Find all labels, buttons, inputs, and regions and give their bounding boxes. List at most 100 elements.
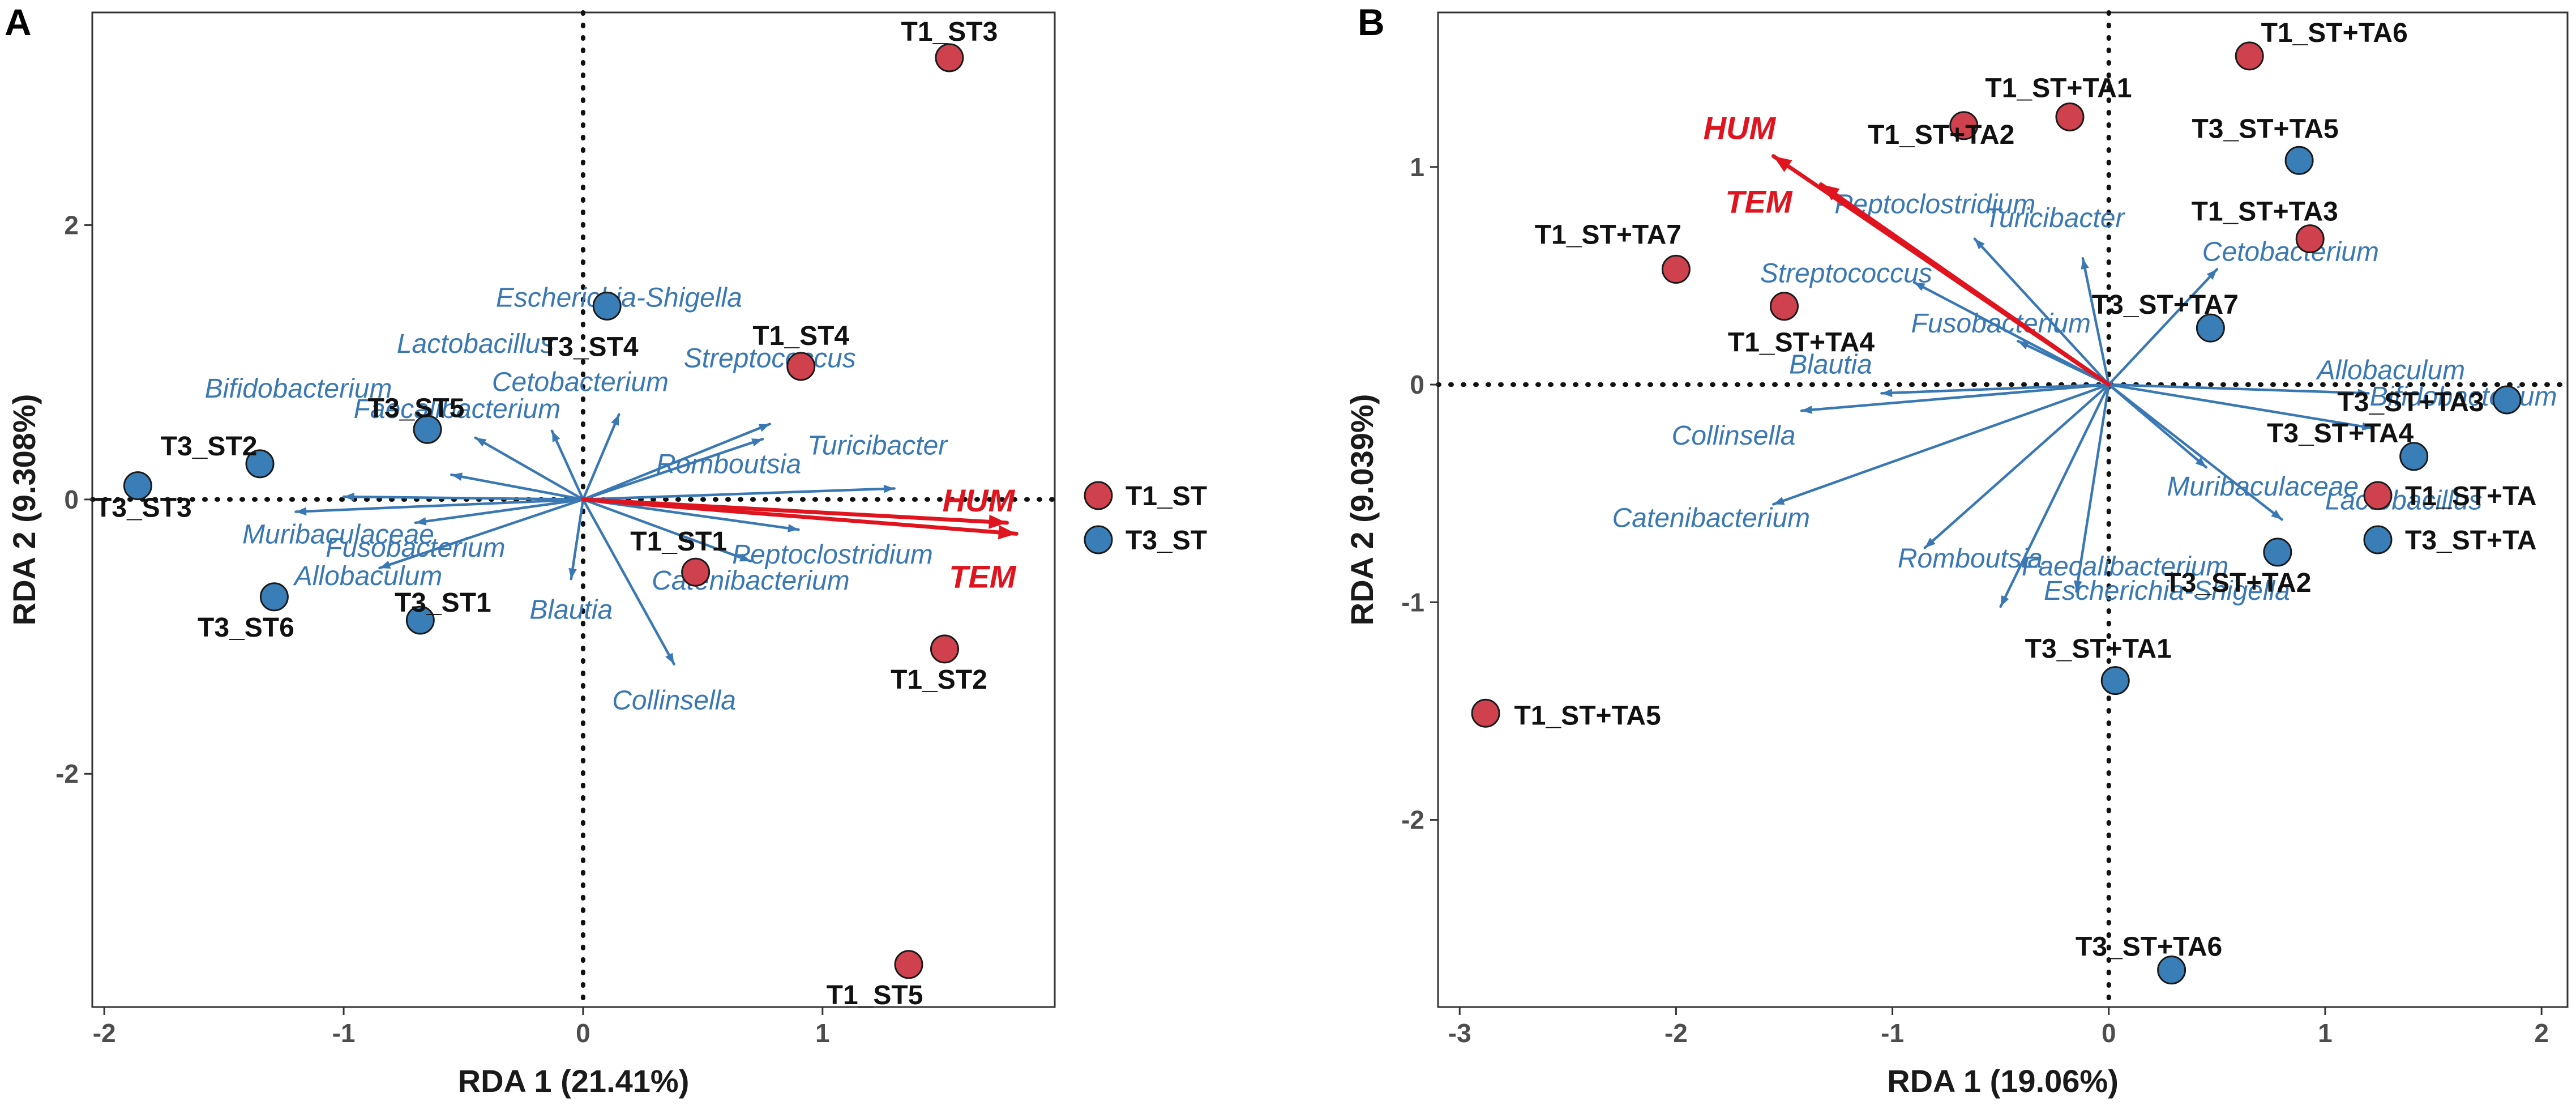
- sample-label: T1_ST+TA5: [1514, 701, 1661, 731]
- taxa-arrow: [1772, 383, 2111, 506]
- sample-label: T3_ST+TA3: [2337, 387, 2484, 417]
- taxa-arrow: [1912, 281, 2111, 386]
- taxa-label: Romboutsia: [656, 449, 801, 479]
- env-arrow-head: [1773, 156, 1792, 172]
- legend-label: T3_ST+TA: [2405, 526, 2537, 556]
- x-tick-label: -1: [1881, 1018, 1904, 1048]
- taxa-arrow: [2107, 383, 2283, 521]
- sample-point: [2235, 41, 2264, 71]
- y-tick-label: -2: [55, 759, 79, 788]
- taxa-arrow-head: [788, 524, 799, 532]
- taxa-label: Catenibacterium: [1612, 503, 1811, 533]
- sample-point: [1661, 254, 1691, 284]
- sample-point: [1949, 111, 1979, 140]
- sample-label: T3_ST1: [395, 588, 491, 618]
- taxa-arrow-head: [551, 430, 560, 442]
- taxa-label: Fusobacterium: [326, 533, 505, 563]
- sample-label: T1_ST2: [891, 665, 987, 695]
- taxa-arrow-head: [2195, 457, 2206, 468]
- sample-point: [2196, 313, 2225, 343]
- taxa-arrow-head: [665, 652, 674, 664]
- panel-b: B -3 -2 -1 0 1 2 -2 -1 0 1 RDA 1 (19.06%) RDA 2 (9.0…: [1344, 1, 2570, 1099]
- sample-label: T3_ST+TA6: [2076, 932, 2222, 962]
- taxa-label: Turicibacter: [807, 430, 948, 460]
- sample-point: [894, 950, 923, 979]
- sample-point: [1769, 292, 1799, 321]
- taxa-arrow: [581, 487, 896, 501]
- taxa-label: Streptococcus: [1760, 258, 1932, 288]
- taxa-arrow-head: [751, 438, 763, 447]
- taxa-arrow-head: [1802, 406, 1813, 414]
- sample-label: T1_ST4: [752, 321, 849, 351]
- taxa-arrow-head: [2081, 258, 2089, 270]
- legend-label: T1_ST+TA: [2405, 481, 2537, 511]
- taxa-label: Lactobacillus: [2325, 485, 2483, 515]
- taxa-arrow: [570, 498, 585, 581]
- taxa-label: Faecalibacterium: [354, 394, 560, 424]
- taxa-arrow-head: [296, 507, 307, 516]
- x-tick-label: 1: [815, 1018, 830, 1048]
- taxa-arrow-head: [2000, 595, 2009, 607]
- taxa-arrow: [581, 438, 764, 501]
- taxa-arrow-head: [475, 437, 487, 447]
- sample-label: T1_ST+TA2: [1868, 120, 2014, 150]
- sample-label: T3_ST+TA7: [2092, 290, 2239, 320]
- taxa-arrow-head: [739, 553, 751, 562]
- taxa-arrow: [581, 498, 752, 563]
- taxa-arrow: [2107, 268, 2219, 386]
- taxa-arrow: [1973, 237, 2111, 386]
- taxa-label: Collinsella: [1672, 421, 1796, 451]
- taxa-arrow: [2081, 257, 2111, 386]
- sample-label: T3_ST5: [368, 393, 465, 423]
- taxa-arrow: [581, 423, 772, 501]
- taxa-arrow-head: [758, 424, 770, 432]
- taxa-arrow: [1923, 383, 2111, 549]
- taxa-label: Romboutsia: [1898, 544, 2043, 574]
- x-tick-label: -1: [332, 1018, 356, 1048]
- taxa-arrow: [1800, 383, 2111, 412]
- taxa-arrow: [342, 495, 585, 501]
- env-label: HUM: [943, 483, 1016, 518]
- taxa-label: Turicibacter: [1984, 203, 2125, 233]
- env-label: HUM: [1704, 110, 1777, 146]
- plot-frame: [91, 11, 1056, 1008]
- y-tick-label: 2: [64, 210, 79, 240]
- x-axis-title: RDA 1 (19.06%): [1887, 1063, 2119, 1099]
- taxa-arrow-head: [568, 568, 577, 579]
- taxa-arrow: [2017, 339, 2111, 386]
- x-tick-label: 0: [576, 1018, 590, 1048]
- sample-point: [405, 605, 435, 635]
- env-arrow-head: [989, 514, 1007, 529]
- sample-point: [681, 557, 711, 587]
- sample-label: T3_ST4: [542, 332, 639, 362]
- taxa-arrow-head: [451, 472, 463, 481]
- legend-swatch: [1084, 525, 1113, 554]
- taxa-label: Streptococcus: [684, 344, 856, 374]
- taxa-arrow: [378, 498, 585, 570]
- taxa-arrow: [2107, 383, 2370, 395]
- taxa-arrow: [474, 436, 585, 501]
- sample-point: [259, 582, 289, 612]
- sample-label: T3_ST3: [95, 493, 192, 523]
- sample-point: [2399, 442, 2429, 471]
- taxa-arrow-head: [2018, 341, 2030, 349]
- sample-label: T3_ST+TA1: [2025, 634, 2172, 664]
- sample-label: T1_ST3: [901, 17, 998, 47]
- sample-label: T3_ST+TA2: [2164, 568, 2311, 598]
- taxa-label: Escherichia-Shigella: [2044, 576, 2290, 606]
- sample-point: [592, 291, 622, 321]
- legend-label: T3_ST: [1126, 526, 1207, 556]
- panel-a: A -2 -1 0 1 -2 0 2 RDA 1 (21.41%) RDA 2 (9.308%) B…: [5, 1, 1207, 1099]
- sample-point: [2157, 955, 2186, 985]
- x-tick-label: 1: [2318, 1018, 2333, 1048]
- taxa-arrow-head: [1881, 389, 1893, 398]
- y-tick-label: 0: [1410, 370, 1424, 399]
- taxa-arrow: [2075, 383, 2111, 593]
- sample-label: T3_ST+TA4: [2267, 419, 2414, 449]
- y-axis-title: RDA 2 (9.039%): [1344, 394, 1380, 626]
- sample-label: T3_ST+TA5: [2192, 114, 2338, 144]
- sample-point: [786, 352, 816, 381]
- env-label: TEM: [949, 558, 1017, 594]
- y-tick-label: 0: [64, 485, 79, 514]
- y-tick-label: -1: [1401, 587, 1424, 617]
